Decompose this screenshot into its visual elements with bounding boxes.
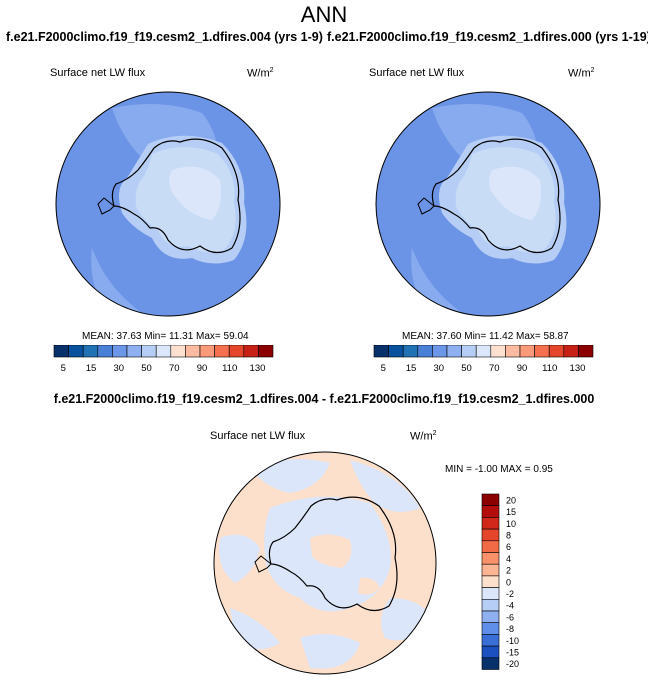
difference-colorbar-label: -20 bbox=[506, 659, 519, 669]
difference-title: f.e21.F2000climo.f19_f19.cesm2_1.dfires.… bbox=[53, 392, 595, 406]
panel-2-colorbar-label: 70 bbox=[489, 363, 500, 374]
panel-1-colorbar-label: 30 bbox=[113, 363, 124, 374]
panel-1-colorbar-label: 15 bbox=[86, 363, 97, 374]
difference-colorbar-label: 10 bbox=[506, 519, 516, 529]
panel-1-colorbar-box bbox=[97, 345, 113, 358]
panel-2-colorbar-label: 30 bbox=[433, 363, 444, 374]
panel-2-colorbar-box bbox=[490, 345, 506, 358]
panel-1-colorbar-box bbox=[214, 345, 230, 358]
panel-2-units: W/m2 bbox=[568, 67, 595, 80]
panel-1-colorbar-box bbox=[53, 345, 69, 358]
difference-colorbar-box bbox=[481, 505, 500, 518]
difference-colorbar-box bbox=[481, 540, 500, 553]
panel-1-colorbar-box bbox=[126, 345, 142, 358]
panel-1-units: W/m2 bbox=[247, 67, 274, 80]
difference-colorbar-label: 15 bbox=[506, 507, 516, 517]
difference-colorbar-box bbox=[481, 528, 500, 542]
difference-colorbar-box bbox=[481, 575, 500, 588]
page-title: ANN bbox=[300, 2, 348, 27]
panel-1-colorbar-label: 110 bbox=[222, 363, 237, 374]
difference-field-label: Surface net LW flux bbox=[210, 430, 306, 442]
panel-2-colorbar: 5 15 30 50 70 90 110 130 bbox=[373, 345, 594, 374]
panel-2-colorbar-box bbox=[417, 345, 433, 358]
panel-2-colorbar-box bbox=[373, 345, 389, 358]
difference-colorbar-label: 8 bbox=[506, 530, 511, 540]
panel-2-colorbar-label: 130 bbox=[570, 363, 586, 374]
panel-1-case-title: f.e21.F2000climo.f19_f19.cesm2_1.dfires.… bbox=[6, 30, 323, 44]
panel-2-colorbar-box bbox=[461, 345, 477, 358]
panel-2-colorbar-box bbox=[548, 345, 565, 358]
difference-stats: MIN = -1.00 MAX = 0.95 bbox=[445, 464, 553, 475]
panel-2-stats: MEAN: 37.60 Min= 11.42 Max= 58.87 bbox=[402, 331, 569, 342]
panel-1-colorbar-box bbox=[82, 345, 99, 358]
panel-1-colorbar-box bbox=[68, 345, 84, 358]
difference-colorbar-box bbox=[481, 587, 500, 600]
panel-1-stats: MEAN: 37.63 Min= 11.31 Max= 59.04 bbox=[82, 331, 249, 342]
panel-1-colorbar-label: 130 bbox=[250, 363, 266, 374]
difference-colorbar-box bbox=[481, 645, 500, 659]
panel-2-colorbar-box bbox=[475, 345, 492, 358]
panel-2-colorbar-box bbox=[519, 345, 535, 358]
panel-2-colorbar-box bbox=[505, 345, 521, 358]
difference-colorbar-label: -4 bbox=[506, 601, 514, 611]
difference-colorbar-label: 4 bbox=[506, 554, 511, 564]
panel-1-colorbar-label: 5 bbox=[61, 363, 66, 374]
difference-colorbar-box bbox=[481, 634, 500, 647]
panel-2-colorbar-box bbox=[446, 345, 462, 358]
panel-2-colorbar-label: 50 bbox=[461, 363, 472, 374]
difference-colorbar-box bbox=[481, 657, 500, 670]
difference-colorbar-box bbox=[481, 563, 500, 577]
panel-1-colorbar-box bbox=[141, 345, 157, 358]
panel-2-colorbar-label: 5 bbox=[381, 363, 386, 374]
panel-1-colorbar-box bbox=[185, 345, 201, 358]
panel-2-colorbar-label: 90 bbox=[517, 363, 528, 374]
panel-2-polar-map bbox=[375, 91, 601, 317]
difference-colorbar-label: -15 bbox=[506, 647, 519, 657]
difference-colorbar-label: -2 bbox=[506, 589, 514, 599]
panel-1-colorbar-label: 50 bbox=[141, 363, 152, 374]
panel-1-colorbar-box bbox=[228, 345, 245, 358]
panel-1-colorbar-label: 90 bbox=[197, 363, 208, 374]
panel-2-colorbar-box bbox=[432, 345, 448, 358]
panel-1-colorbar-box bbox=[243, 345, 259, 358]
difference-colorbar-label: 6 bbox=[506, 542, 511, 552]
difference-colorbar-label: -8 bbox=[506, 624, 514, 634]
panel-2-field-label: Surface net LW flux bbox=[369, 67, 465, 79]
panel-1-colorbar-label: 70 bbox=[169, 363, 180, 374]
difference-colorbar-box bbox=[481, 552, 500, 565]
panel-2-colorbar-box bbox=[534, 345, 550, 358]
panel-2-colorbar-label: 110 bbox=[542, 363, 557, 374]
panel-1-polar-map bbox=[55, 91, 281, 317]
panel-2-case-title: f.e21.F2000climo.f19_f19.cesm2_1.dfires.… bbox=[327, 30, 648, 44]
panel-2-colorbar-box bbox=[388, 345, 404, 358]
difference-colorbar-box bbox=[481, 493, 500, 506]
panel-1-colorbar: 5 15 30 50 70 90 110 130 bbox=[53, 345, 274, 374]
difference-colorbar-box bbox=[481, 610, 500, 623]
panel-1-colorbar-box bbox=[170, 345, 186, 358]
panel-2-colorbar-box bbox=[563, 345, 579, 358]
difference-units: W/m2 bbox=[410, 430, 437, 443]
panel-2-colorbar-box bbox=[402, 345, 419, 358]
difference-colorbar-box bbox=[481, 599, 500, 612]
panel-1-colorbar-box bbox=[199, 345, 215, 358]
panel-1-colorbar-box bbox=[258, 345, 274, 358]
difference-colorbar-box bbox=[481, 622, 500, 635]
panel-2-colorbar-label: 15 bbox=[406, 363, 417, 374]
panel-1-colorbar-box bbox=[112, 345, 128, 358]
difference-colorbar-label: 2 bbox=[506, 566, 511, 576]
difference-colorbar-label: -6 bbox=[506, 612, 514, 622]
panel-1-field-label: Surface net LW flux bbox=[50, 67, 146, 79]
difference-colorbar-label: 0 bbox=[506, 577, 511, 587]
difference-colorbar-label: -10 bbox=[506, 636, 519, 646]
panel-2-colorbar-box bbox=[578, 345, 594, 358]
difference-polar-map bbox=[213, 451, 437, 675]
difference-colorbar-label: 20 bbox=[506, 495, 516, 505]
panel-1-colorbar-box bbox=[155, 345, 172, 358]
difference-colorbar-box bbox=[481, 517, 500, 530]
